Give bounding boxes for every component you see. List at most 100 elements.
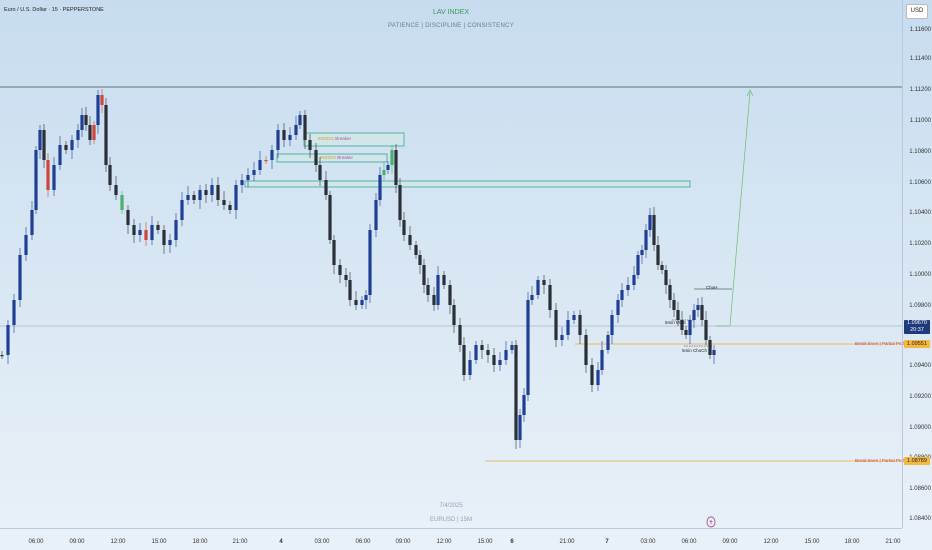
candle-body (566, 320, 570, 335)
candle-body (360, 300, 364, 305)
candle-body (338, 265, 342, 275)
candle-body (542, 280, 546, 285)
breaker-zone-middle[interactable] (276, 153, 388, 163)
candle-body (174, 220, 178, 240)
candle-body (684, 330, 688, 335)
candle-body (198, 190, 202, 200)
time-tick-label: 06:00 (681, 539, 697, 545)
projection-path[interactable] (729, 91, 751, 327)
candle-body (696, 305, 700, 310)
candle-body (408, 235, 412, 245)
candle-body (390, 150, 394, 165)
breakeven-price-tag-lower: 1.08789 (904, 457, 930, 465)
candle-body (672, 300, 676, 310)
candle-countdown: 20:37 (910, 327, 924, 333)
zone-label-middle: INDIGO Breaker (320, 155, 353, 160)
candle-body (308, 140, 312, 150)
candle-body (282, 130, 286, 140)
candle-body (660, 265, 664, 270)
candle-body (318, 165, 322, 180)
time-tick-label: 15:00 (804, 539, 820, 545)
candle-body (378, 175, 382, 200)
candle-body (432, 295, 436, 305)
candle-body (414, 245, 418, 255)
ob-tag: INDIGO (318, 136, 335, 141)
time-tick-label: 15:00 (151, 539, 167, 545)
candle-body (92, 125, 96, 140)
candle-body (504, 350, 508, 360)
candle-body (294, 125, 298, 135)
candle-body (640, 250, 644, 255)
candle-body (24, 235, 28, 255)
candle-body (436, 275, 440, 305)
candle-body (52, 165, 56, 190)
candle-body (138, 230, 142, 235)
candle-body (704, 320, 708, 340)
price-chart[interactable] (0, 0, 902, 528)
candle-body (222, 200, 226, 205)
candle-body (402, 220, 406, 235)
time-tick-label: 6 (510, 539, 514, 545)
candle-body (64, 145, 68, 150)
candle-body (0, 355, 4, 357)
candle-body (652, 215, 656, 245)
candle-body (572, 315, 576, 320)
candle-body (76, 130, 80, 140)
choch-label: ChoH (706, 285, 718, 290)
time-tick-label: 09:00 (395, 539, 411, 545)
time-axis[interactable]: 06:00 09:00 12:00 15:00 18:00 21:00 4 03:00 06:0… (0, 528, 902, 550)
candle-body (216, 185, 220, 200)
candle-body (368, 230, 372, 295)
candle-body (180, 200, 184, 220)
indicator-subtitle: PATIENCE | DISCIPLINE | CONSISTENCY (387, 23, 515, 29)
candle-body (596, 370, 600, 385)
candle-body (34, 150, 38, 210)
time-tick-label: 21:00 (559, 539, 575, 545)
candle-body (120, 195, 124, 210)
breaker-zone-lower[interactable] (244, 180, 691, 188)
candle-body (100, 95, 104, 105)
price-tick-label: 1.09000 (909, 425, 931, 431)
candle-body (480, 345, 484, 350)
candle-body (150, 225, 154, 240)
time-tick-label: 15:00 (477, 539, 493, 545)
candle-body (700, 305, 704, 320)
currency-button[interactable]: USD (906, 4, 928, 19)
candle-body (474, 345, 478, 360)
time-tick-label: 06:00 (355, 539, 371, 545)
candle-body (264, 160, 268, 162)
candle-body (228, 205, 232, 210)
price-tick-label: 1.08400 (909, 516, 931, 522)
candle-body (688, 320, 692, 335)
price-tick-label: 1.10800 (909, 149, 931, 155)
time-tick-label: 18:00 (192, 539, 208, 545)
candle-body (38, 130, 42, 150)
time-tick-label: 4 (279, 539, 283, 545)
price-axis[interactable]: 1.11600 1.11400 1.11200 1.11000 1.10800 1.106… (902, 0, 932, 528)
price-tick-label: 1.09800 (909, 303, 931, 309)
candle-body (210, 185, 214, 195)
candle-body (144, 230, 148, 240)
time-tick-label: 03:00 (314, 539, 330, 545)
candle-body (162, 230, 166, 245)
candle-body (426, 285, 430, 295)
candle-body (12, 300, 16, 325)
time-tick-label: 21:00 (885, 539, 901, 545)
symbol-title[interactable]: Euro / U.S. Dollar · 15 · PEPPERSTONE (4, 7, 104, 13)
candle-body (80, 115, 84, 130)
time-tick-label: 7 (605, 539, 609, 545)
breakeven-price-tag-upper: 1.09551 (904, 340, 930, 348)
price-tick-label: 1.10400 (909, 210, 931, 216)
price-tick-label: 1.11600 (909, 27, 931, 33)
candlestick-series (0, 89, 716, 449)
candle-body (240, 180, 244, 185)
choch5-label: 5min ChoCh (682, 348, 708, 353)
candle-body (386, 165, 390, 170)
candle-body (620, 290, 624, 300)
tradingview-logo-icon[interactable] (706, 516, 716, 528)
candle-body (668, 285, 672, 300)
watermark-date: 7/4/2025 (439, 503, 463, 509)
candle-body (126, 210, 130, 225)
breakeven-label-lower: Break Even | Partial Profits (855, 458, 909, 463)
